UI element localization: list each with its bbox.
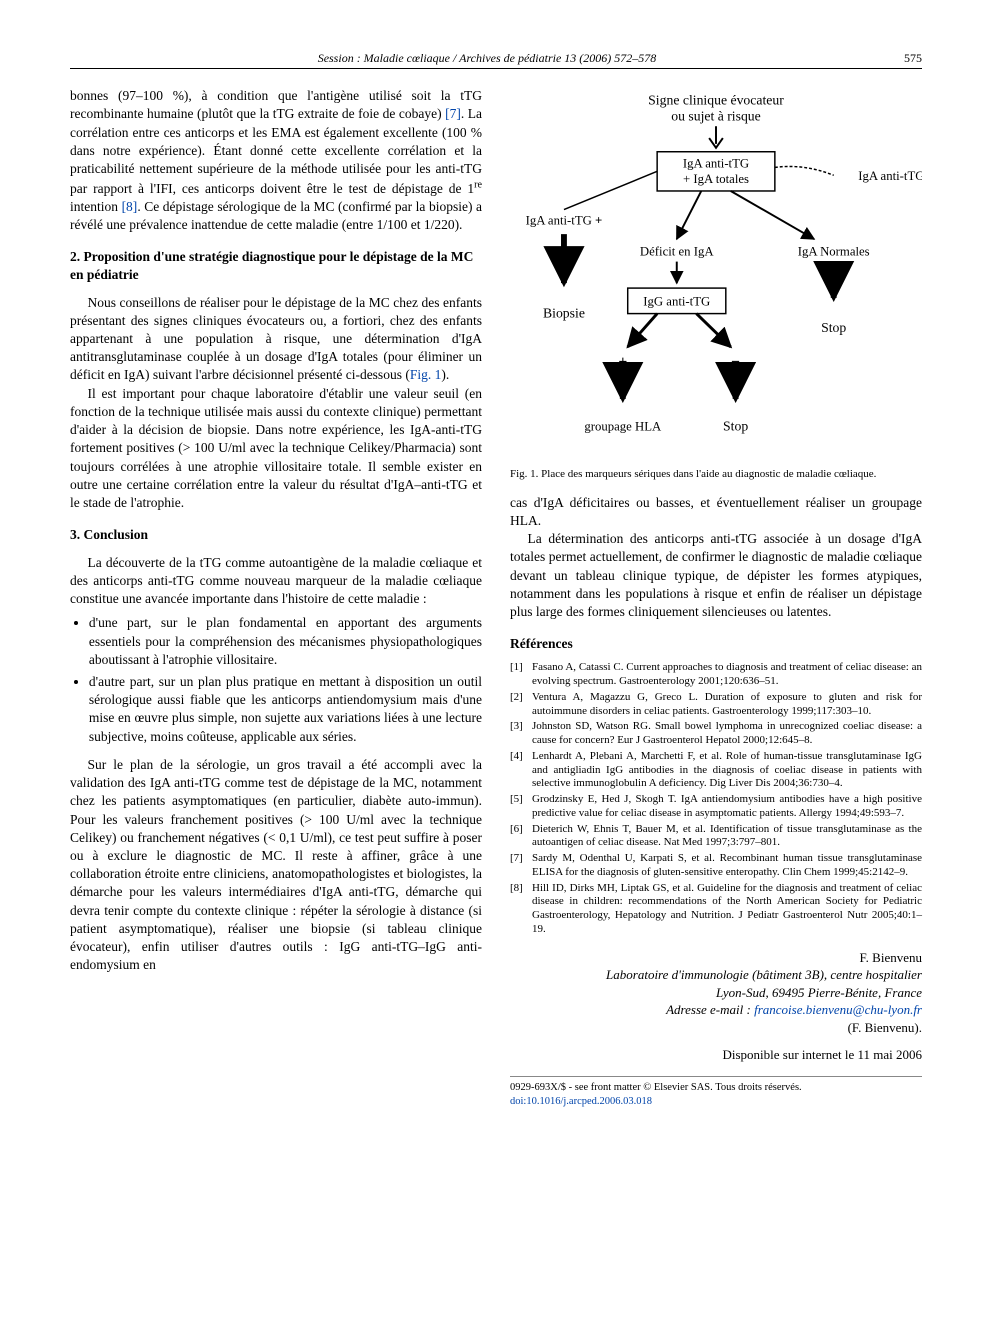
reference-item: [2]Ventura A, Magazzu G, Greco L. Durati… [510,691,922,719]
reference-item: [4]Lenhardt A, Plebani A, Marchetti F, e… [510,750,922,791]
svg-text:ou sujet à risque: ou sujet à risque [671,109,761,124]
node-normales: IgA Normales [798,245,870,259]
conclusion-bullets: d'une part, sur le plan fondamental en a… [70,614,482,746]
intro-paragraph: bonnes (97–100 %), à condition que l'ant… [70,87,482,234]
doi-link[interactable]: doi:10.1016/j.arcped.2006.03.018 [510,1096,652,1107]
author-email-line: Adresse e-mail : francoise.bienvenu@chu-… [510,1001,922,1019]
sec3-p1: La découverte de la tTG comme autoantigè… [70,554,482,609]
author-affiliation-1: Laboratoire d'immunologie (bâtiment 3B),… [510,966,922,984]
sec2-p2: Il est important pour chaque laboratoire… [70,385,482,513]
svg-text:IgG anti-tTG: IgG anti-tTG [643,295,710,309]
section-3-title: 3. Conclusion [70,526,482,544]
reference-item: [3]Johnston SD, Watson RG. Small bowel l… [510,720,922,748]
node-biopsie: Biopsie [543,306,585,321]
node-iga-minus: IgA anti-tTG − [858,169,922,183]
footer-block: 0929-693X/$ - see front matter © Elsevie… [510,1076,922,1108]
running-header: Session : Maladie cœliaque / Archives de… [70,50,922,69]
copyright-line: 0929-693X/$ - see front matter © Elsevie… [510,1081,922,1095]
node-stop-2: Stop [723,419,748,434]
node-plus: + [618,354,627,371]
left-column: bonnes (97–100 %), à condition que l'ant… [70,87,482,1108]
right-column: Signe clinique évocateur ou sujet à risq… [510,87,922,1108]
right-p1: cas d'IgA déficitaires ou basses, et éve… [510,494,922,530]
reference-item: [8]Hill ID, Dirks MH, Liptak GS, et al. … [510,882,922,937]
section-2-title: 2. Proposition d'une stratégie diagnosti… [70,248,482,283]
reference-item: [1]Fasano A, Catassi C. Current approach… [510,661,922,689]
header-title: Session : Maladie cœliaque / Archives de… [70,50,904,66]
reference-item: [7]Sardy M, Odenthal U, Karpati S, et al… [510,852,922,880]
node-deficit: Déficit en IgA [640,245,714,259]
author-email[interactable]: francoise.bienvenu@chu-lyon.fr [754,1002,922,1017]
two-column-layout: bonnes (97–100 %), à condition que l'ant… [70,87,922,1108]
author-affiliation-2: Lyon-Sud, 69495 Pierre-Bénite, France [510,984,922,1002]
svg-text:IgA anti-tTG: IgA anti-tTG [683,157,749,171]
sec2-p1: Nous conseillons de réaliser pour le dép… [70,294,482,385]
author-name: F. Bienvenu [510,949,922,967]
reference-item: [6]Dieterich W, Ehnis T, Bauer M, et al.… [510,823,922,851]
bullet-2: d'autre part, sur un plan plus pratique … [89,673,482,746]
figure-1-caption: Fig. 1. Place des marqueurs sériques dan… [510,468,922,482]
svg-text:+ IgA totales: + IgA totales [683,172,749,186]
references-list: [1]Fasano A, Catassi C. Current approach… [510,661,922,936]
references-title: Références [510,635,922,653]
sec3-p2: Sur le plan de la sérologie, un gros tra… [70,756,482,975]
online-date: Disponible sur internet le 11 mai 2006 [510,1046,922,1064]
node-iga-plus: IgA anti-tTG + [526,214,603,228]
flowchart-svg: Signe clinique évocateur ou sujet à risq… [510,87,922,460]
author-paren: (F. Bienvenu). [510,1019,922,1037]
node-stop-1: Stop [821,320,846,335]
reference-item: [5]Grodzinsky E, Hed J, Skogh T. IgA ant… [510,793,922,821]
author-block: F. Bienvenu Laboratoire d'immunologie (b… [510,949,922,1037]
right-p2: La détermination des anticorps anti-tTG … [510,530,922,621]
page-number: 575 [904,50,922,66]
node-hla: groupage HLA [584,420,662,434]
node-signe: Signe clinique évocateur [648,93,784,108]
figure-1-flowchart: Signe clinique évocateur ou sujet à risq… [510,87,922,460]
bullet-1: d'une part, sur le plan fondamental en a… [89,614,482,669]
node-minus: − [731,354,740,371]
